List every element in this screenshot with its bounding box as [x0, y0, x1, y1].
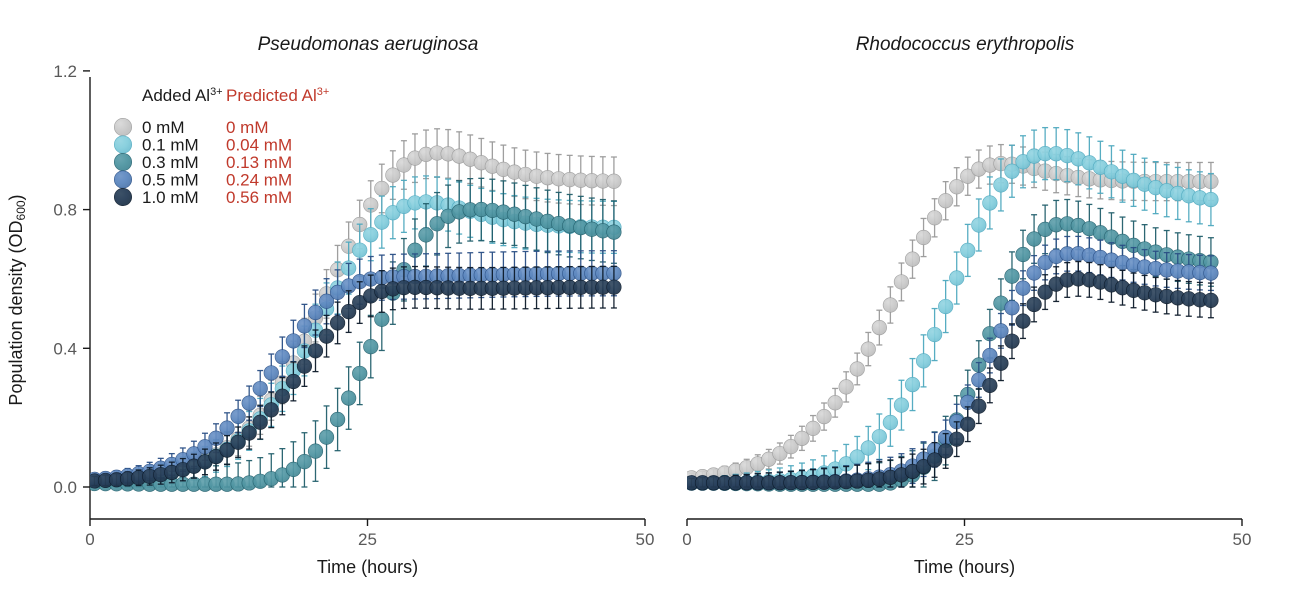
- svg-text:50: 50: [1233, 530, 1252, 549]
- svg-text:0 mM: 0 mM: [226, 118, 269, 137]
- svg-text:0: 0: [85, 530, 94, 549]
- svg-text:0.8: 0.8: [53, 201, 77, 220]
- svg-text:0.13 mM: 0.13 mM: [226, 153, 292, 172]
- svg-text:0.24 mM: 0.24 mM: [226, 171, 292, 190]
- svg-text:Rhodococcus erythropolis: Rhodococcus erythropolis: [856, 34, 1075, 55]
- svg-text:0 mM: 0 mM: [142, 118, 185, 137]
- svg-text:0.3 mM: 0.3 mM: [142, 153, 199, 172]
- svg-text:1.2: 1.2: [53, 62, 77, 81]
- svg-text:0.0: 0.0: [53, 478, 77, 497]
- svg-text:Time (hours): Time (hours): [914, 557, 1015, 577]
- svg-text:50: 50: [636, 530, 655, 549]
- svg-text:0.4: 0.4: [53, 339, 77, 358]
- svg-text:25: 25: [955, 530, 974, 549]
- svg-text:1.0 mM: 1.0 mM: [142, 188, 199, 207]
- svg-text:0.04 mM: 0.04 mM: [226, 136, 292, 155]
- svg-text:Predicted Al3+: Predicted Al3+: [226, 86, 329, 105]
- svg-text:0.5 mM: 0.5 mM: [142, 171, 199, 190]
- svg-text:25: 25: [358, 530, 377, 549]
- svg-text:Population density (OD600): Population density (OD600): [6, 194, 28, 405]
- svg-text:0.56 mM: 0.56 mM: [226, 188, 292, 207]
- svg-text:0: 0: [682, 530, 691, 549]
- svg-text:Pseudomonas aeruginosa: Pseudomonas aeruginosa: [258, 34, 479, 55]
- svg-text:0.1 mM: 0.1 mM: [142, 136, 199, 155]
- svg-text:Time (hours): Time (hours): [317, 557, 418, 577]
